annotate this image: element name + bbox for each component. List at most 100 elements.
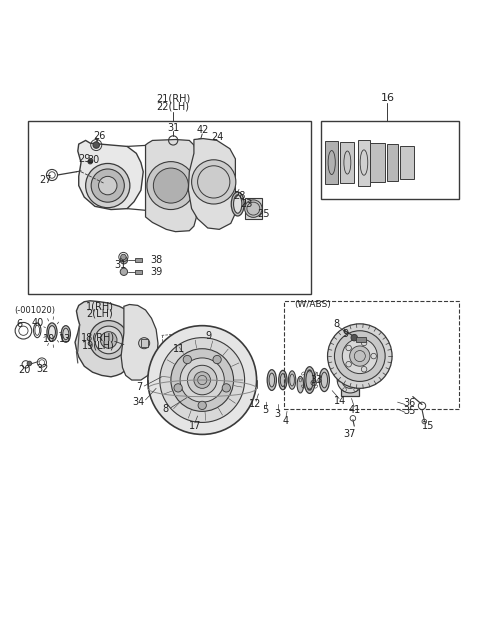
Text: 19(LH): 19(LH) bbox=[82, 340, 114, 350]
Text: 21(RH): 21(RH) bbox=[156, 93, 190, 103]
Ellipse shape bbox=[48, 326, 56, 339]
Text: 28: 28 bbox=[233, 191, 245, 201]
Text: 2(LH): 2(LH) bbox=[86, 309, 113, 319]
Text: 38: 38 bbox=[150, 255, 162, 265]
Bar bbox=[386, 144, 398, 181]
Bar bbox=[325, 141, 338, 184]
Ellipse shape bbox=[165, 342, 175, 363]
Text: 12: 12 bbox=[249, 399, 261, 409]
Circle shape bbox=[197, 334, 202, 340]
Text: 10: 10 bbox=[43, 334, 55, 343]
Circle shape bbox=[160, 338, 245, 422]
Circle shape bbox=[194, 372, 211, 388]
Circle shape bbox=[335, 330, 385, 381]
Text: 40: 40 bbox=[31, 318, 43, 328]
Circle shape bbox=[88, 159, 93, 164]
Bar bbox=[284, 301, 459, 409]
Text: 13: 13 bbox=[59, 335, 71, 345]
Bar bbox=[142, 340, 148, 347]
Text: 30: 30 bbox=[87, 155, 99, 166]
Text: 9: 9 bbox=[342, 329, 348, 339]
Circle shape bbox=[120, 254, 126, 260]
Text: 34: 34 bbox=[132, 397, 145, 407]
Circle shape bbox=[95, 326, 122, 354]
Text: 5: 5 bbox=[263, 405, 269, 415]
Text: 39: 39 bbox=[150, 267, 162, 277]
Circle shape bbox=[245, 200, 262, 218]
Text: 27: 27 bbox=[39, 175, 52, 185]
Bar bbox=[245, 198, 262, 219]
Circle shape bbox=[174, 384, 182, 392]
Text: 42: 42 bbox=[197, 125, 209, 135]
Ellipse shape bbox=[288, 371, 296, 389]
Text: 16: 16 bbox=[381, 93, 395, 103]
Polygon shape bbox=[78, 140, 143, 210]
Bar bbox=[321, 121, 459, 200]
Circle shape bbox=[342, 339, 377, 374]
Text: 7: 7 bbox=[136, 383, 143, 392]
Text: (W/ABS): (W/ABS) bbox=[294, 299, 331, 309]
Text: 29: 29 bbox=[78, 154, 90, 164]
Text: 23: 23 bbox=[241, 199, 253, 209]
Text: 9: 9 bbox=[205, 331, 212, 341]
Polygon shape bbox=[121, 304, 158, 380]
Ellipse shape bbox=[47, 323, 57, 342]
Text: 20: 20 bbox=[18, 365, 31, 375]
Bar bbox=[356, 337, 366, 342]
Polygon shape bbox=[75, 301, 141, 377]
Text: 17: 17 bbox=[189, 421, 201, 431]
Ellipse shape bbox=[163, 339, 177, 366]
Text: 18(RH): 18(RH) bbox=[81, 333, 115, 343]
Text: 25: 25 bbox=[257, 209, 269, 219]
Ellipse shape bbox=[163, 347, 177, 374]
Circle shape bbox=[98, 176, 117, 195]
Bar bbox=[341, 364, 360, 396]
Text: 33: 33 bbox=[310, 375, 322, 385]
Text: 4: 4 bbox=[282, 415, 288, 425]
Ellipse shape bbox=[319, 368, 329, 392]
Ellipse shape bbox=[231, 192, 244, 216]
Circle shape bbox=[188, 365, 217, 395]
Circle shape bbox=[213, 355, 221, 364]
Polygon shape bbox=[145, 140, 196, 232]
Text: 24: 24 bbox=[212, 132, 224, 142]
Circle shape bbox=[222, 384, 230, 392]
Ellipse shape bbox=[267, 370, 276, 391]
Text: 31: 31 bbox=[114, 260, 126, 270]
Circle shape bbox=[147, 162, 195, 210]
Ellipse shape bbox=[304, 366, 315, 394]
Circle shape bbox=[327, 324, 392, 388]
Circle shape bbox=[89, 321, 128, 360]
Ellipse shape bbox=[279, 370, 287, 390]
Text: 37: 37 bbox=[344, 430, 356, 440]
Circle shape bbox=[91, 169, 124, 202]
Bar bbox=[135, 270, 142, 273]
Circle shape bbox=[120, 268, 128, 275]
Ellipse shape bbox=[234, 195, 242, 213]
Bar bbox=[28, 121, 312, 294]
Circle shape bbox=[120, 257, 128, 264]
Text: 31: 31 bbox=[167, 123, 180, 133]
Circle shape bbox=[27, 361, 32, 366]
Text: (-001020): (-001020) bbox=[14, 306, 56, 316]
Text: 32: 32 bbox=[36, 363, 49, 373]
Circle shape bbox=[180, 358, 224, 402]
Text: 8: 8 bbox=[334, 319, 340, 329]
Text: 36: 36 bbox=[404, 398, 416, 408]
Circle shape bbox=[183, 355, 192, 364]
Circle shape bbox=[337, 367, 363, 393]
Bar bbox=[135, 259, 142, 262]
Circle shape bbox=[100, 332, 117, 348]
Text: 3: 3 bbox=[275, 409, 281, 419]
Text: 26: 26 bbox=[93, 131, 106, 141]
Text: 15: 15 bbox=[422, 421, 434, 431]
Circle shape bbox=[349, 346, 370, 366]
Bar bbox=[340, 142, 354, 184]
Ellipse shape bbox=[61, 326, 71, 342]
Bar bbox=[358, 140, 371, 185]
Ellipse shape bbox=[165, 352, 175, 370]
Polygon shape bbox=[188, 139, 235, 229]
Circle shape bbox=[171, 348, 234, 412]
Circle shape bbox=[351, 334, 358, 341]
Circle shape bbox=[148, 326, 257, 435]
